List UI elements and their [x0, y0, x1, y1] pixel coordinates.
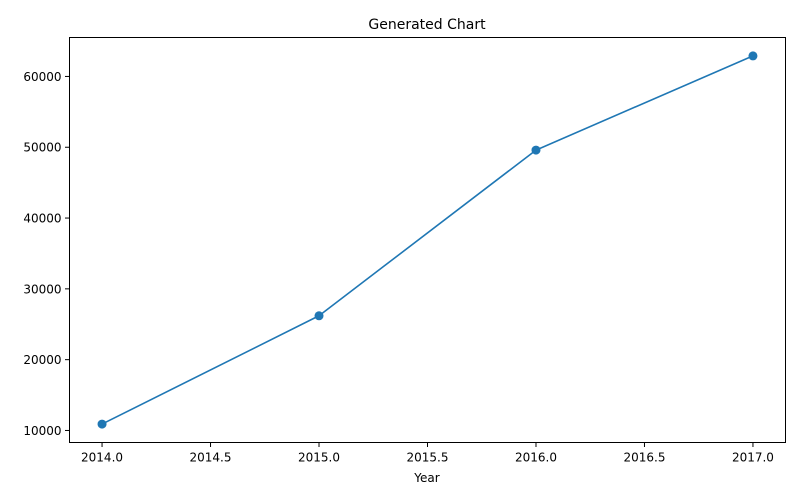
y-tick-label: 40000 [23, 212, 61, 226]
axes-frame [69, 37, 786, 443]
x-tick-label: 2015.0 [298, 451, 340, 465]
y-tick-label: 20000 [23, 353, 61, 367]
x-tick-label: 2015.5 [407, 451, 449, 465]
y-tick-label: 60000 [23, 70, 61, 84]
plot-area [97, 51, 758, 429]
axes-ticks: 2014.0 2014.5 2015.0 2015.5 2016.0 2016.5 2017… [23, 70, 774, 465]
x-tick-label: 2017.0 [732, 451, 774, 465]
y-tick-label: 30000 [23, 282, 61, 296]
chart-title: Generated Chart [368, 17, 486, 33]
data-point [314, 311, 324, 321]
data-point [748, 51, 758, 61]
series-line [101, 55, 754, 425]
data-point [97, 419, 107, 429]
y-tick-label: 10000 [23, 424, 61, 438]
y-tick-label: 50000 [23, 141, 61, 155]
x-tick-label: 2014.0 [81, 451, 123, 465]
x-axis-label: Year [413, 471, 439, 485]
data-point [531, 145, 541, 155]
x-tick-label: 2014.5 [190, 451, 232, 465]
x-tick-label: 2016.0 [515, 451, 557, 465]
x-tick-label: 2016.5 [623, 451, 665, 465]
